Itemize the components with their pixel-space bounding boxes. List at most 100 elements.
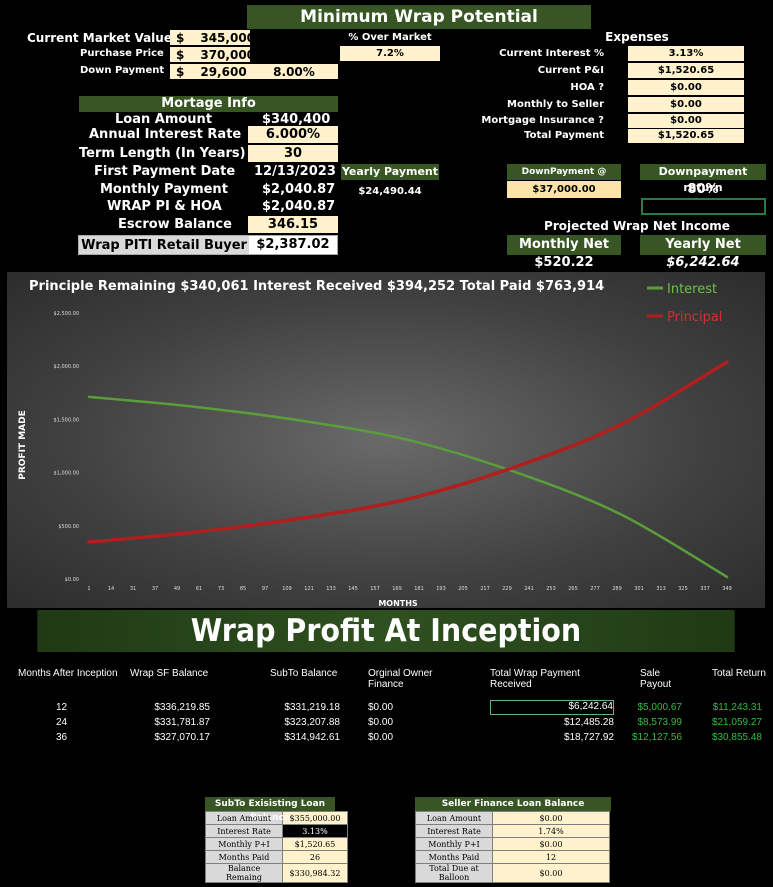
down-payment-percent[interactable]: 8.00% xyxy=(250,64,338,79)
first-payment-date-label: First Payment Date xyxy=(94,164,236,179)
series-line-interest xyxy=(87,395,729,579)
x-tick-label: 14 xyxy=(108,586,114,592)
table-cell[interactable]: $0.00 xyxy=(368,732,394,743)
subto-header: SubTo Exisisting Loan Balance xyxy=(205,797,335,823)
downpayment-closing-field[interactable]: $37,000.00 xyxy=(507,181,621,198)
row-value[interactable]: $0.00 xyxy=(492,863,610,883)
x-tick-label: 145 xyxy=(348,586,358,592)
current-interest-value[interactable]: 3.13% xyxy=(628,46,744,61)
table-cell[interactable]: $12,485.28 xyxy=(563,717,614,728)
expenses-list: Current Interest % 3.13% Current P&I $1,… xyxy=(480,45,768,143)
total-payment-label: Total Payment xyxy=(524,130,604,141)
row-label: Monthly P+I xyxy=(415,837,493,851)
table-cell[interactable]: $11,243.31 xyxy=(712,702,762,713)
currency-symbol: $ xyxy=(176,47,185,62)
escrow-balance-field[interactable]: 346.15 xyxy=(248,216,338,233)
col-header: Wrap SF Balance xyxy=(130,668,209,679)
row-value[interactable]: 12 xyxy=(492,850,610,864)
escrow-balance-label: Escrow Balance xyxy=(118,217,232,232)
subto-table: SubTo Exisisting Loan Balance Loan Amoun… xyxy=(205,797,348,883)
profit-chart[interactable]: Principle Remaining $340,061 Interest Re… xyxy=(7,272,765,608)
table-cell[interactable]: $18,727.92 xyxy=(563,732,614,743)
x-tick-label: 49 xyxy=(174,586,180,592)
mortgage-insurance-value[interactable]: $0.00 xyxy=(628,113,744,128)
table-cell[interactable]: 24 xyxy=(56,717,68,728)
table-cell[interactable]: $327,070.17 xyxy=(154,732,210,743)
y-tick-label: $2,500.00 xyxy=(54,311,79,317)
row-label: Interest Rate xyxy=(205,824,283,838)
table-cell[interactable]: $12,127.56 xyxy=(632,732,683,743)
table-cell[interactable]: $6,242.64 xyxy=(490,700,614,715)
table-cell[interactable]: $5,000.67 xyxy=(637,702,683,713)
term-length-field[interactable]: 30 xyxy=(248,145,338,162)
table-row: Balance Remaing $330,984.32 xyxy=(205,863,348,883)
interest-rate-field[interactable]: 6.000% xyxy=(248,126,338,143)
row-value[interactable]: $330,984.32 xyxy=(282,863,348,883)
table-cell[interactable]: $30,855.48 xyxy=(711,732,762,743)
current-pi-value[interactable]: $1,520.65 xyxy=(628,63,744,78)
row-value[interactable]: $355,000.00 xyxy=(282,811,348,825)
current-market-value-field[interactable]: $ 345,000 xyxy=(170,30,255,45)
table-cell[interactable]: $8,573.99 xyxy=(637,717,683,728)
purchase-price-label: Purchase Price xyxy=(80,48,164,59)
row-label: Monthly P+I xyxy=(205,837,283,851)
current-market-value: 345,000 xyxy=(200,30,256,45)
row-value[interactable]: 1.74% xyxy=(492,824,610,838)
monthly-to-seller-label: Monthly to Seller xyxy=(507,99,604,110)
chart-svg: Principle Remaining $340,061 Interest Re… xyxy=(18,279,732,608)
col-header: Total Return xyxy=(712,668,766,679)
hoa-value[interactable]: $0.00 xyxy=(628,80,744,95)
subto-rows: Loan Amount $355,000.00 Interest Rate 3.13… xyxy=(205,811,348,883)
x-tick-label: 37 xyxy=(152,586,158,592)
table-row: Loan Amount $0.00 xyxy=(415,811,610,825)
table-cell[interactable]: $21,059.27 xyxy=(711,717,762,728)
row-value[interactable]: $0.00 xyxy=(492,837,610,851)
wrap-piti-label: Wrap PITI Retail Buyer xyxy=(81,237,247,253)
x-tick-label: 133 xyxy=(326,586,336,592)
x-tick-label: 85 xyxy=(240,586,246,592)
over-market-label: % Over Market xyxy=(348,32,432,43)
downpayment-return-header: Downpayment return xyxy=(640,164,766,194)
over-market-value[interactable]: 7.2% xyxy=(340,46,440,61)
table-cell[interactable]: $0.00 xyxy=(368,702,394,713)
total-payment-value[interactable]: $1,520.65 xyxy=(628,128,744,143)
x-tick-label: 217 xyxy=(480,586,490,592)
term-length-label: Term Length (In Years) xyxy=(79,146,246,161)
table-cell[interactable]: $314,942.61 xyxy=(284,732,340,743)
seller-rows: Loan Amount $0.00 Interest Rate 1.74% Mont… xyxy=(415,811,610,883)
legend-label: Interest xyxy=(667,282,717,297)
downpayment-return-value: 80% xyxy=(687,182,719,197)
x-tick-label: 265 xyxy=(568,586,578,592)
monthly-to-seller-value[interactable]: $0.00 xyxy=(628,97,744,112)
purchase-price-field[interactable]: $ 370,000 xyxy=(170,47,255,62)
loan-amount-label: Loan Amount xyxy=(115,112,213,127)
row-label: Months Paid xyxy=(205,850,283,864)
first-payment-date-value: 12/13/2023 xyxy=(254,164,336,179)
table-cell[interactable]: $0.00 xyxy=(368,717,394,728)
x-tick-label: 325 xyxy=(678,586,688,592)
row-value[interactable]: $1,520.65 xyxy=(282,837,348,851)
table-row: Interest Rate 1.74% xyxy=(415,824,610,838)
monthly-payment-label: Monthly Payment xyxy=(100,182,228,197)
row-value[interactable]: 3.13% xyxy=(282,824,348,838)
x-tick-label: 1 xyxy=(87,586,90,592)
table-row: 12 $336,219.85 $331,219.18 $0.00 $6,242.64 $5… xyxy=(0,700,773,717)
row-value[interactable]: 26 xyxy=(282,850,348,864)
col-header: Sale Payout xyxy=(640,668,672,690)
expense-row: Total Payment $1,520.65 xyxy=(480,128,768,143)
table-cell[interactable]: $336,219.85 xyxy=(154,702,210,713)
x-tick-label: 349 xyxy=(722,586,732,592)
table-cell[interactable]: $331,781.87 xyxy=(154,717,210,728)
selected-cell[interactable] xyxy=(641,198,766,215)
table-cell[interactable]: 12 xyxy=(56,702,68,713)
row-value[interactable]: $0.00 xyxy=(492,811,610,825)
projected-title: Projected Wrap Net Income xyxy=(544,219,730,233)
table-cell[interactable]: $323,207.88 xyxy=(284,717,340,728)
loan-amount-value: $340,400 xyxy=(262,112,331,127)
table-cell[interactable]: $331,219.18 xyxy=(284,702,340,713)
down-payment-field[interactable]: $ 29,600 xyxy=(170,64,250,79)
table-row: Months Paid 12 xyxy=(415,850,610,864)
currency-symbol: $ xyxy=(176,30,185,45)
x-tick-label: 97 xyxy=(262,586,268,592)
table-cell[interactable]: 36 xyxy=(56,732,68,743)
